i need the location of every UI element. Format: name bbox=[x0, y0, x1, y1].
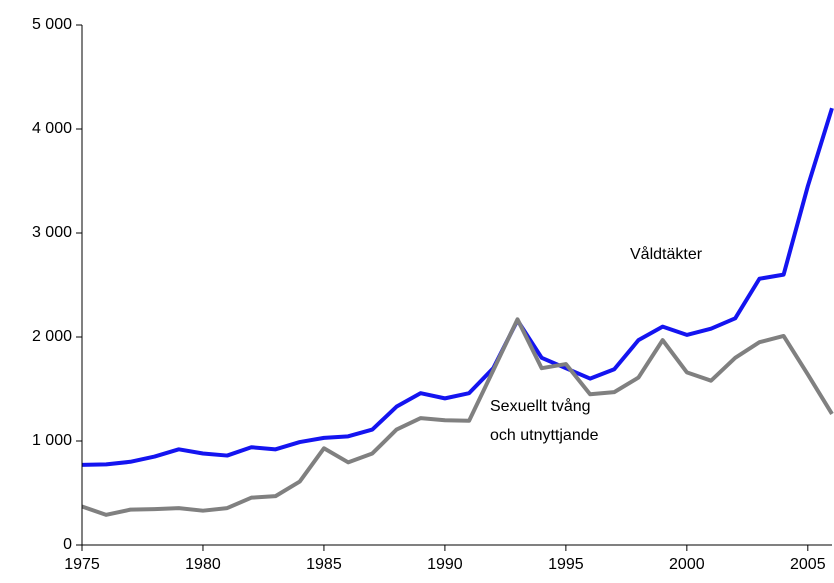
y-tick-label: 4 000 bbox=[32, 120, 72, 137]
line-series bbox=[81, 107, 834, 467]
annotation: Sexuellt tvång bbox=[490, 397, 591, 415]
line-series bbox=[81, 317, 834, 517]
y-tick-label: 3 000 bbox=[32, 224, 72, 241]
x-tick-label: 1985 bbox=[306, 556, 342, 573]
annotation: och utnyttjande bbox=[490, 427, 599, 444]
annotation: Våldtäkter bbox=[630, 245, 703, 263]
y-tick-label: 2 000 bbox=[32, 328, 72, 345]
y-tick-label: 5 000 bbox=[32, 16, 72, 33]
x-tick-label: 1995 bbox=[548, 556, 584, 573]
x-tick-label: 1975 bbox=[64, 556, 100, 573]
x-tick-label: 2005 bbox=[790, 556, 826, 573]
x-tick-label: 2000 bbox=[669, 556, 705, 573]
y-tick-label: 0 bbox=[63, 536, 72, 553]
x-tick-label: 1980 bbox=[185, 556, 221, 573]
y-tick-label: 1 000 bbox=[32, 432, 72, 449]
x-tick-label: 1990 bbox=[427, 556, 463, 573]
